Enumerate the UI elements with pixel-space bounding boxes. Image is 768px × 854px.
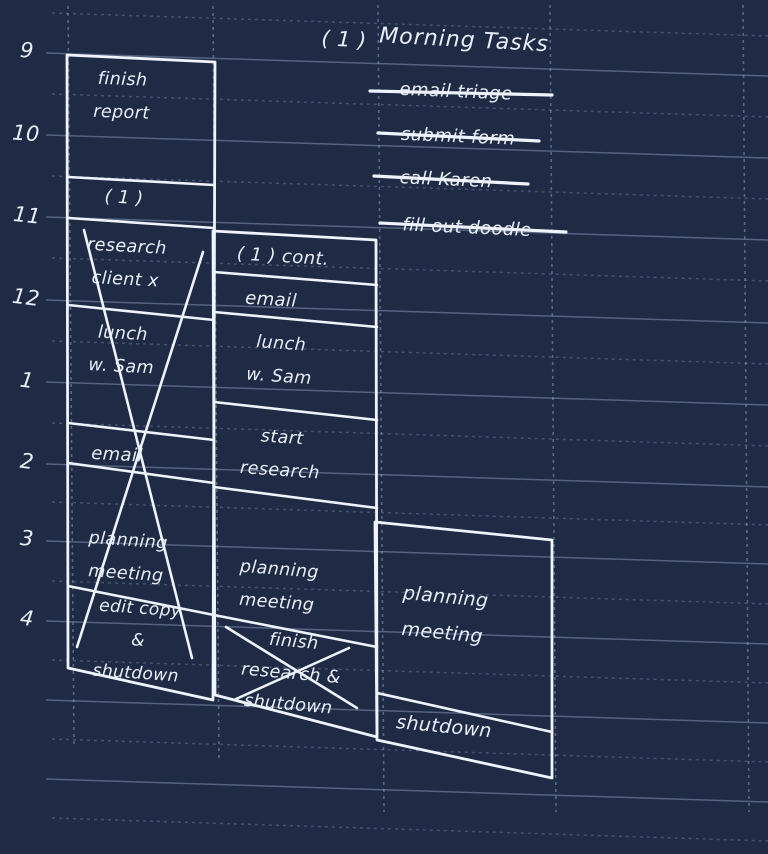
event-research-client-x: research client x: [86, 234, 168, 292]
column-3-box: [373, 520, 554, 780]
column-1-box: [65, 53, 217, 702]
event-planning-meeting-3: planning meeting: [400, 581, 490, 648]
event-finish-report: finish report: [92, 68, 150, 124]
event-lunch-sam-1: lunch w. Sam: [87, 322, 155, 379]
time-label-12: 12: [10, 283, 42, 311]
time-label-11: 11: [12, 202, 43, 229]
grid-lines: [45, 4, 768, 842]
event-finish-research-shutdown: finish research & shutdown: [240, 629, 342, 719]
task-strikethroughs: [368, 89, 568, 234]
cross-out-finish-research: [224, 625, 359, 710]
event-planning-meeting-1: planning meeting: [87, 528, 169, 587]
event-start-research: start research: [239, 426, 321, 484]
task-item-call-karen: call Karen: [399, 167, 493, 193]
event-email-2: email: [244, 287, 298, 312]
task-list-marker: ( 1 ): [320, 26, 368, 53]
event-plan-marker: ( 1 ): [104, 186, 145, 210]
event-email-1: email: [90, 442, 144, 467]
cross-out-column-1: [75, 228, 205, 660]
event-planning-meeting-2: planning meeting: [238, 556, 320, 616]
time-label-3: 3: [19, 525, 35, 551]
event-edit-copy-shutdown: edit copy & shutdown: [92, 595, 182, 687]
time-label-10: 10: [11, 120, 41, 147]
time-label-9: 9: [19, 37, 35, 63]
event-lunch-sam-2: lunch w. Sam: [245, 332, 313, 390]
